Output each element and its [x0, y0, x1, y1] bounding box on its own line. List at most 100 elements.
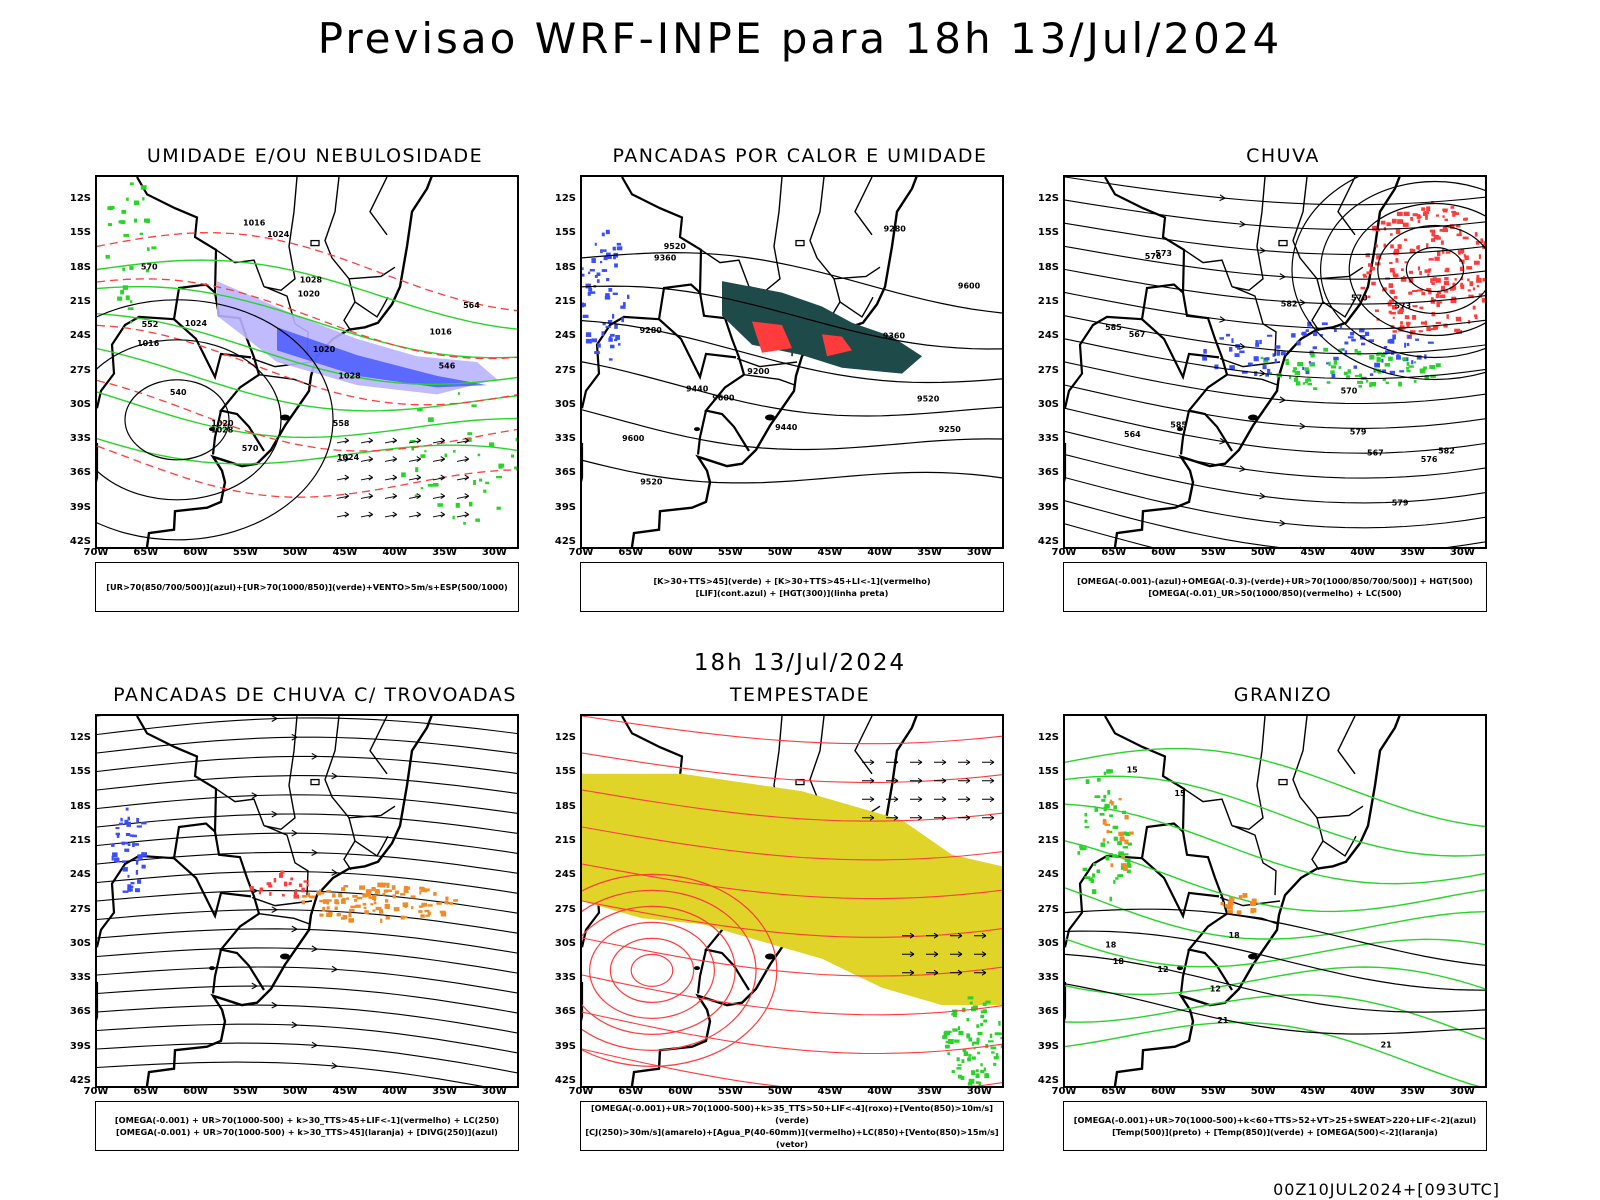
omega-strong-area — [1366, 379, 1369, 383]
height-300-contour — [582, 459, 1002, 484]
rain-omega-area — [1467, 289, 1471, 292]
thunder-orange-area — [419, 890, 422, 895]
streamline-arrow — [1259, 492, 1266, 500]
contour-label: 1028 — [300, 275, 323, 284]
wind-850-area — [976, 1037, 980, 1043]
wind-850-area — [963, 1051, 969, 1057]
contour-label: 21 — [1381, 1041, 1393, 1050]
rain-omega-area — [1376, 255, 1382, 260]
thunder-orange-area — [407, 886, 411, 890]
temp-850-contour — [1097, 778, 1101, 782]
rain-omega-area — [1439, 294, 1446, 299]
lon-tick-label: 60W — [183, 547, 209, 558]
rain-omega-area — [1464, 217, 1468, 221]
thunder-orange-area — [374, 890, 381, 894]
height-300-contour — [582, 409, 1002, 451]
lat-tick-label: 27S — [1037, 364, 1059, 376]
streamline-arrow — [331, 965, 338, 973]
rain-omega-area — [1476, 285, 1480, 288]
omega-strong-area — [1354, 348, 1358, 353]
thunder-orange-area — [334, 899, 339, 905]
omega-strong-area — [1338, 348, 1343, 353]
lon-tick-label: 70W — [1051, 1086, 1077, 1097]
lat-tick-label: 15S — [69, 227, 91, 239]
instability-li-area — [822, 334, 852, 357]
rain-omega-area — [1409, 248, 1414, 254]
omega-strong-area — [1384, 363, 1391, 367]
wind-850-vector — [910, 796, 923, 803]
coastline — [145, 177, 447, 547]
streamline-arrow — [271, 1001, 278, 1009]
temp-850-contour — [1113, 836, 1118, 841]
height-300-contour — [582, 285, 1002, 350]
thunder-orange-area — [420, 914, 425, 918]
omega-weak-area — [1202, 356, 1207, 361]
contour-label: 15 — [1174, 789, 1186, 798]
contour-label: 9280 — [884, 224, 907, 233]
omega-strong-area — [1294, 370, 1301, 375]
thunder-orange-area — [372, 909, 376, 912]
omega-weak-area — [1347, 336, 1354, 339]
rain-omega-area — [1397, 310, 1404, 315]
lon-tick-label: 50W — [767, 547, 793, 558]
lif-contour — [591, 338, 598, 343]
omega-strong-area — [1346, 375, 1350, 380]
country-border — [696, 410, 708, 455]
lat-tick-label: 12S — [69, 732, 91, 743]
humidity-low-cell — [151, 246, 157, 250]
omega-weak-area — [1350, 332, 1355, 336]
divergence-area — [135, 870, 139, 875]
streamline — [582, 863, 1002, 900]
omega-500-area — [1129, 831, 1134, 835]
thunder-orange-area — [440, 911, 447, 917]
state-border — [348, 278, 389, 318]
omega-strong-area — [1323, 347, 1329, 352]
humidity-low-cell — [129, 300, 133, 303]
lon-tick-label: 35W — [432, 547, 458, 558]
wind-850-area — [977, 1051, 981, 1055]
federal-district — [310, 778, 320, 786]
temp-850-contour — [1126, 869, 1131, 874]
divergence-area — [127, 816, 131, 821]
isobar — [97, 339, 282, 501]
contour-label: 552 — [142, 320, 159, 329]
state-border — [1183, 788, 1233, 827]
rain-omega-area — [1460, 276, 1464, 281]
thunder-orange-area — [359, 885, 366, 890]
divergence-area — [115, 858, 120, 863]
omega-weak-area — [1361, 342, 1366, 346]
lif-contour — [612, 246, 616, 251]
rain-omega-area — [1444, 218, 1448, 222]
lon-tick-label: 55W — [232, 1086, 258, 1097]
lat-tick-label: 33S — [1037, 433, 1059, 445]
wind-vector — [336, 456, 350, 462]
thunder-orange-area — [384, 903, 390, 909]
lon-tick-label: 60W — [668, 547, 694, 558]
state-border — [263, 716, 298, 831]
lat-tick-label: 36S — [69, 467, 91, 479]
streamline — [1065, 477, 1485, 529]
low-850-contour — [588, 921, 716, 1019]
omega-weak-area — [1255, 340, 1259, 344]
contour-label: 546 — [439, 362, 456, 371]
wind-vector — [456, 493, 470, 499]
wind-850-area — [967, 1057, 972, 1060]
lif-contour — [594, 242, 597, 246]
rain-omega-area — [1395, 229, 1401, 235]
streamline — [582, 826, 1002, 861]
omega-strong-area — [1313, 387, 1318, 391]
omega-weak-area — [1416, 355, 1422, 360]
lif-contour — [614, 263, 618, 268]
humidity-low-cell — [452, 515, 455, 520]
wind-vector — [456, 456, 470, 462]
rain-omega-area — [1371, 281, 1376, 286]
omega-weak-area — [1369, 373, 1374, 376]
omega-500-area — [1227, 900, 1234, 906]
wind-850-area — [961, 1059, 965, 1064]
federal-district — [1278, 239, 1288, 247]
lon-tick-label: 70W — [1051, 547, 1077, 558]
country-border — [621, 177, 703, 293]
humidity-low-contour — [97, 391, 517, 439]
streamline-arrow — [1239, 343, 1246, 350]
omega-weak-area — [1229, 365, 1235, 370]
